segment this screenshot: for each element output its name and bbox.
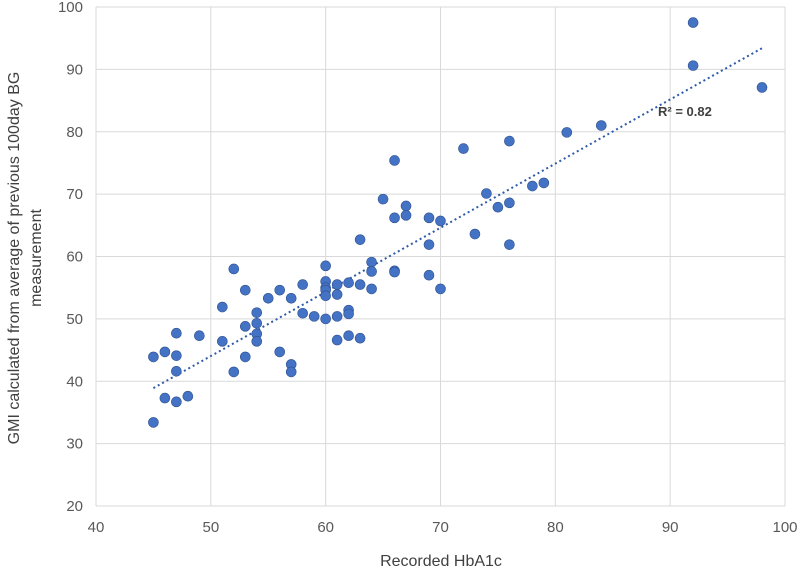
data-point-37 (331, 289, 343, 300)
data-point-75 (756, 82, 768, 93)
data-point-50 (377, 193, 389, 205)
x-tick-40: 40 (88, 519, 105, 536)
data-point-1 (148, 351, 159, 363)
data-point-27 (297, 279, 309, 290)
data-point-54 (389, 266, 400, 278)
r-squared-label: R² = 0.82 (658, 104, 712, 119)
x-axis-title: Recorded HbA1c (380, 553, 502, 568)
gridlines (95, 6, 786, 507)
y-tick-labels: 20 30 40 50 60 70 80 90 100 (58, 0, 83, 515)
x-tick-100: 100 (772, 519, 797, 536)
data-point-8 (182, 390, 194, 402)
data-point-71 (561, 127, 573, 138)
y-axis-title-line-1: GMI calculated from average of previous … (6, 72, 23, 445)
data-point-23 (274, 346, 286, 358)
data-point-43 (343, 330, 354, 342)
data-point-66 (504, 135, 515, 147)
data-point-55 (400, 200, 412, 212)
data-point-16 (239, 351, 251, 363)
y-tick-80: 80 (66, 124, 83, 141)
data-point-17 (251, 307, 263, 318)
data-point-5 (171, 350, 182, 361)
data-point-72 (595, 120, 607, 131)
data-point-39 (331, 334, 343, 346)
data-point-67 (504, 197, 515, 209)
data-point-4 (171, 327, 182, 339)
data-point-48 (366, 266, 377, 277)
data-point-64 (481, 188, 492, 199)
data-point-74 (687, 60, 699, 71)
data-point-70 (538, 177, 550, 189)
data-point-69 (527, 180, 538, 192)
data-point-58 (423, 239, 435, 250)
data-point-36 (331, 279, 343, 290)
data-point-29 (308, 311, 320, 322)
y-tick-90: 90 (66, 61, 83, 78)
data-point-73 (687, 17, 699, 28)
data-points (148, 17, 768, 428)
data-point-9 (194, 330, 205, 342)
data-point-35 (320, 313, 331, 325)
data-point-13 (228, 366, 240, 378)
data-point-49 (366, 283, 377, 295)
data-point-20 (251, 336, 263, 347)
data-point-12 (228, 263, 240, 275)
data-point-45 (354, 279, 366, 290)
data-point-11 (217, 336, 228, 347)
data-point-15 (239, 321, 251, 332)
data-point-10 (217, 301, 228, 313)
data-point-40 (343, 277, 354, 288)
x-tick-90: 90 (662, 519, 679, 536)
data-point-52 (389, 212, 400, 224)
trendline (152, 47, 763, 389)
x-tick-labels: 40 50 60 70 80 90 100 (88, 519, 797, 536)
data-point-42 (343, 308, 354, 320)
data-point-0 (148, 417, 159, 428)
data-point-51 (389, 155, 400, 166)
data-point-28 (297, 307, 309, 319)
data-point-18 (251, 317, 263, 329)
data-point-59 (423, 269, 435, 281)
data-point-38 (331, 311, 343, 322)
data-point-14 (239, 284, 251, 296)
data-point-63 (469, 228, 481, 240)
data-point-47 (366, 256, 377, 268)
data-point-62 (458, 143, 469, 154)
data-point-30 (320, 260, 331, 272)
y-tick-60: 60 (66, 249, 83, 266)
x-tick-80: 80 (547, 519, 564, 536)
data-point-7 (171, 396, 182, 408)
data-point-26 (285, 366, 297, 378)
data-point-6 (171, 365, 182, 377)
data-point-44 (354, 234, 366, 245)
y-tick-20: 20 (66, 498, 83, 515)
y-tick-100: 100 (58, 0, 83, 16)
y-axis-title: GMI calculated from average of previous … (6, 72, 45, 445)
y-tick-40: 40 (66, 373, 83, 390)
data-point-57 (423, 212, 435, 224)
data-point-21 (262, 292, 274, 304)
data-point-56 (400, 210, 412, 221)
y-tick-70: 70 (66, 186, 83, 203)
x-tick-70: 70 (432, 519, 449, 536)
data-point-60 (435, 215, 446, 227)
data-point-46 (354, 332, 366, 344)
data-point-61 (435, 283, 446, 295)
data-point-22 (274, 284, 286, 296)
data-point-68 (504, 239, 515, 250)
data-point-3 (159, 392, 171, 404)
x-tick-60: 60 (317, 519, 334, 536)
data-point-2 (159, 346, 171, 358)
y-axis-title-line-2: measurement (28, 209, 45, 307)
y-tick-30: 30 (66, 436, 83, 453)
data-point-65 (492, 201, 504, 213)
data-point-34 (320, 290, 331, 302)
data-point-24 (285, 292, 297, 304)
y-tick-50: 50 (66, 311, 83, 328)
x-tick-50: 50 (202, 519, 219, 536)
